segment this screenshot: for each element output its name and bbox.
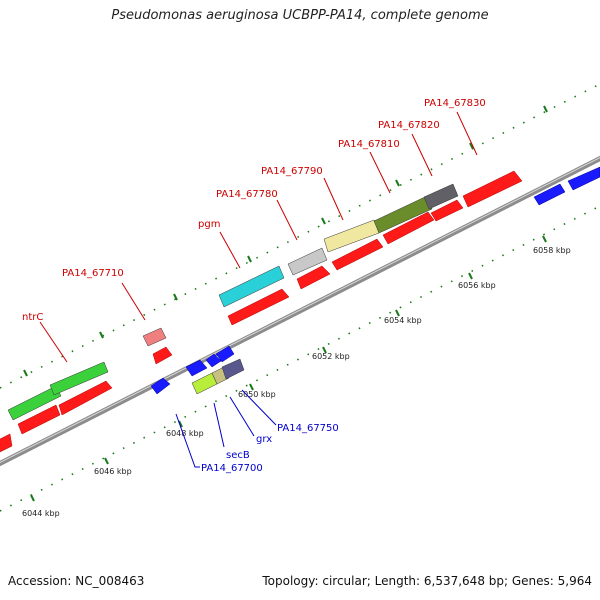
cds-arrow: [382, 211, 435, 245]
cds-arrow: [17, 404, 61, 435]
scale-tick: [104, 457, 109, 465]
reverse-gene-boxes: [191, 358, 245, 395]
gene-label: PA14_67820: [378, 120, 440, 131]
callout-line: [456, 111, 478, 156]
scale-label: 6054 kbp: [384, 316, 422, 325]
scale-label: 6058 kbp: [533, 246, 571, 255]
scale-label: 6046 kbp: [94, 467, 132, 476]
callout-line: [369, 151, 391, 194]
gene-label: pgm: [198, 219, 220, 230]
scale-tick: [178, 420, 183, 428]
red-callouts: [39, 111, 478, 363]
gene-label: PA14_67780: [216, 189, 278, 200]
scale-label: 6050 kbp: [238, 390, 276, 399]
cds-arrow: [296, 265, 331, 290]
gene-box-green: [49, 361, 109, 396]
guide-tick: [321, 217, 326, 225]
gene-label: PA14_67790: [261, 166, 323, 177]
forward-cds-arrows: [0, 170, 523, 453]
gene-label: secB: [226, 450, 250, 461]
cds-arrow: [227, 288, 290, 326]
scale-label: 6056 kbp: [458, 281, 496, 290]
guide-tick: [23, 369, 28, 377]
scale-tick: [395, 309, 400, 317]
callout-line: [411, 133, 433, 177]
genome-backbone: [0, 155, 600, 467]
gene-box-pink: [142, 327, 167, 347]
guide-tick: [395, 179, 400, 187]
scale-tick: [322, 346, 327, 354]
callout-line: [121, 282, 146, 321]
scale-tick: [249, 383, 254, 391]
gene-label: grx: [256, 434, 272, 445]
callout-line: [219, 231, 241, 269]
upper-guide-dots: [0, 83, 600, 389]
callout-line: [213, 402, 225, 448]
gene-label: ntrC: [22, 312, 43, 323]
callout-line: [241, 389, 277, 426]
gene-box-green: [7, 385, 62, 421]
callout-line: [229, 396, 255, 437]
accession-text: Accession: NC_008463: [8, 574, 145, 588]
cds-arrow: [152, 346, 173, 365]
cds-arrow: [58, 380, 113, 416]
scale-tick: [468, 272, 473, 280]
cds-arrow-reverse: [185, 359, 208, 377]
gene-label: PA14_67750: [277, 423, 339, 434]
scale-ticks: [30, 235, 547, 502]
scale-label: 6052 kbp: [312, 352, 350, 361]
cds-arrow-reverse: [567, 166, 600, 191]
gene-box-cyan: [218, 265, 285, 308]
gene-box-purple: [221, 358, 245, 380]
map-title: Pseudomonas aeruginosa UCBPP-PA14, compl…: [111, 8, 489, 23]
blue-callouts: [175, 389, 277, 468]
guide-ticks: [23, 105, 548, 377]
callout-line: [175, 413, 200, 468]
cds-arrow-reverse: [150, 377, 171, 395]
genome-backbone-highlight: [0, 156, 600, 464]
cds-arrow: [430, 199, 464, 222]
guide-tick: [543, 105, 548, 113]
guide-tick: [99, 331, 104, 339]
genome-summary: Topology: circular; Length: 6,537,648 bp…: [262, 574, 592, 588]
gene-box-olive: [373, 195, 433, 234]
scale-tick: [30, 494, 35, 502]
scale-label: 6048 kbp: [166, 429, 204, 438]
scale-label: 6044 kbp: [22, 509, 60, 518]
gene-box-silver: [287, 247, 328, 276]
gene-label: PA14_67830: [424, 98, 486, 109]
cds-arrow: [462, 170, 523, 208]
callout-line: [323, 177, 344, 221]
gene-label: PA14_67810: [338, 139, 400, 150]
scale-line-dots: [0, 205, 600, 512]
cds-arrow-reverse: [215, 345, 235, 363]
gene-label: PA14_67700: [201, 463, 263, 474]
scale-tick: [542, 235, 547, 243]
guide-tick: [173, 293, 178, 301]
gene-label: PA14_67710: [62, 268, 124, 279]
callout-line: [276, 199, 298, 241]
guide-tick: [247, 255, 252, 263]
callout-line: [39, 321, 68, 363]
cds-arrow-reverse: [533, 183, 566, 206]
cds-arrow: [0, 433, 13, 453]
gene-box-darkgray: [423, 183, 459, 210]
reverse-cds-arrows: [150, 166, 600, 395]
cds-arrow: [331, 238, 384, 271]
forward-gene-boxes: [7, 183, 459, 421]
guide-tick: [469, 142, 474, 150]
